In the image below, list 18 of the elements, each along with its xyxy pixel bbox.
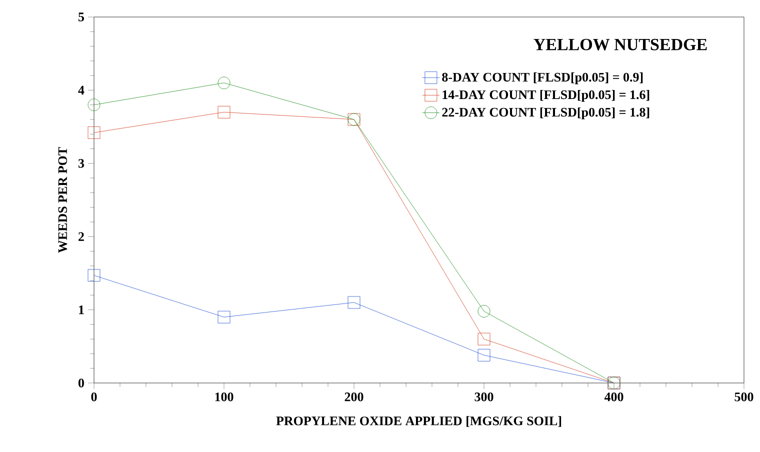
legend-label: 8-DAY COUNT [FLSD[p0.05] = 0.9] [442, 72, 643, 84]
x-axis-title: PROPYLENE OXIDE APPLIED [MGS/KG SOIL] [276, 416, 562, 427]
x-tick-label: 500 [734, 392, 754, 402]
y-tick-label: 5 [78, 12, 84, 22]
x-tick-label: 400 [604, 392, 624, 402]
legend-label: 14-DAY COUNT [FLSD[p0.05] = 1.6] [442, 90, 650, 102]
legend-label: 22-DAY COUNT [FLSD[p0.05] = 1.8] [442, 107, 650, 120]
text: YELLOW NUTSEDGE [534, 38, 707, 50]
x-tick-label: 300 [474, 392, 494, 402]
x-tick-label: 200 [344, 392, 364, 402]
y-tick-label: 4 [78, 86, 84, 94]
y-tick-label: 3 [78, 159, 84, 168]
y-axis-title: WEEDS PER POT [58, 147, 68, 253]
y-tick-label: 0 [78, 378, 84, 388]
y-tick-label: 2 [78, 232, 84, 241]
x-tick-label: 100 [215, 392, 234, 402]
x-tick-label: 0 [91, 392, 97, 402]
y-tick-label: 1 [79, 306, 84, 314]
